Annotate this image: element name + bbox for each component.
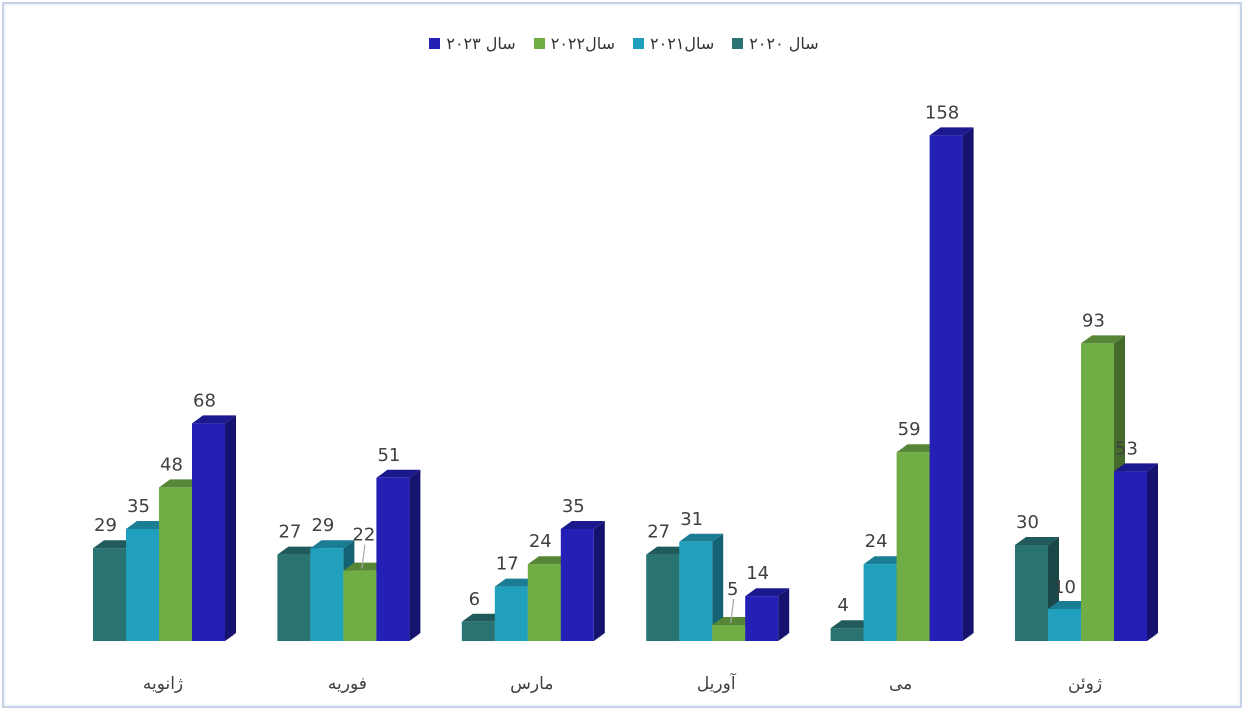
data-label: 31 bbox=[680, 509, 703, 530]
data-label: 53 bbox=[1115, 438, 1138, 459]
bar-front bbox=[1114, 471, 1147, 641]
bar-front bbox=[527, 564, 561, 641]
bar-front bbox=[896, 452, 930, 641]
bar-side bbox=[409, 469, 421, 641]
bar-0-3 bbox=[192, 415, 236, 641]
bar-front bbox=[1081, 343, 1114, 641]
category-label: ژوئن bbox=[1068, 674, 1102, 694]
bar-front bbox=[461, 621, 495, 641]
bar-front bbox=[679, 541, 713, 641]
data-label: 48 bbox=[160, 454, 183, 475]
bar-front bbox=[376, 477, 410, 641]
legend-label: سال۲۰۲۲ bbox=[550, 34, 615, 53]
category-label: می bbox=[889, 674, 912, 694]
legend-label: سال۲۰۲۱ bbox=[650, 34, 715, 53]
bar-front bbox=[1048, 609, 1081, 641]
bar-front bbox=[310, 548, 344, 641]
category-label: آوریل bbox=[697, 672, 737, 694]
legend-label: سال ۲۰۲۰ bbox=[749, 34, 819, 53]
legend-swatch bbox=[429, 38, 441, 49]
bar-5-3 bbox=[1114, 463, 1158, 641]
bar-1-3 bbox=[376, 469, 421, 641]
chart-legend: سال ۲۰۲۰ سال۲۰۲۱ سال۲۰۲۲ سال ۲۰۲۳ bbox=[0, 34, 1248, 53]
bar-4-3 bbox=[929, 127, 974, 641]
data-label: 4 bbox=[837, 595, 848, 616]
category-label: ژانویه bbox=[143, 674, 183, 694]
data-label: 14 bbox=[746, 563, 769, 584]
legend-item-2: سال۲۰۲۲ bbox=[533, 34, 615, 53]
bar-top bbox=[1081, 335, 1125, 344]
data-label: 5 bbox=[727, 579, 738, 600]
legend-swatch bbox=[533, 38, 545, 49]
data-label: 29 bbox=[94, 515, 117, 536]
bar-side bbox=[962, 127, 974, 641]
leader-line bbox=[361, 544, 366, 569]
bar-front bbox=[343, 570, 377, 641]
bar-front bbox=[494, 586, 528, 641]
bar-front bbox=[159, 487, 192, 641]
bar-top bbox=[1114, 463, 1158, 472]
bar-top bbox=[310, 540, 355, 549]
bar-side bbox=[712, 533, 724, 641]
data-label: 24 bbox=[865, 531, 888, 552]
bar-top bbox=[929, 127, 974, 136]
bar-front bbox=[277, 554, 311, 641]
bar-2-3 bbox=[560, 521, 605, 641]
bar-top bbox=[679, 533, 724, 542]
data-label: 6 bbox=[469, 589, 480, 610]
data-label: 158 bbox=[925, 102, 959, 123]
data-label: 68 bbox=[193, 390, 216, 411]
legend-swatch bbox=[633, 38, 644, 49]
legend-swatch bbox=[732, 38, 744, 49]
bar-front bbox=[830, 628, 864, 641]
bar-front bbox=[929, 135, 963, 641]
bar-front bbox=[646, 554, 680, 641]
bar-front bbox=[712, 625, 746, 641]
legend-item-0: سال ۲۰۲۰ bbox=[732, 34, 819, 53]
legend-label: سال ۲۰۲۳ bbox=[446, 34, 516, 53]
data-label: 35 bbox=[127, 496, 150, 517]
data-label: 10 bbox=[1053, 577, 1076, 598]
data-label: 59 bbox=[898, 419, 921, 440]
data-label: 35 bbox=[562, 496, 585, 517]
data-label: 17 bbox=[496, 554, 519, 575]
data-label: 93 bbox=[1082, 310, 1105, 331]
category-label: فوریه bbox=[328, 674, 367, 694]
leader-line bbox=[730, 598, 735, 624]
bar-top bbox=[745, 588, 790, 597]
bar-front bbox=[745, 596, 779, 641]
bar-side bbox=[225, 415, 236, 641]
bar-top bbox=[376, 469, 421, 478]
data-label: 27 bbox=[278, 522, 301, 543]
bar-3-1 bbox=[679, 533, 724, 641]
legend-item-3: سال ۲۰۲۳ bbox=[429, 34, 516, 53]
data-label: 22 bbox=[352, 525, 375, 546]
data-label: 51 bbox=[377, 445, 400, 466]
bar-side bbox=[593, 521, 605, 641]
legend-item-1: سال۲۰۲۱ bbox=[633, 34, 714, 53]
bar-side bbox=[1147, 463, 1158, 641]
bar-front bbox=[560, 529, 594, 641]
data-label: 30 bbox=[1016, 512, 1039, 533]
bar-3-3 bbox=[745, 588, 790, 641]
data-label: 24 bbox=[529, 531, 552, 552]
bar-top bbox=[192, 415, 236, 424]
bar-top bbox=[1015, 537, 1059, 545]
bar-front bbox=[863, 564, 897, 641]
bar-side bbox=[778, 588, 790, 641]
data-label: 27 bbox=[647, 522, 670, 543]
bar-top bbox=[560, 521, 605, 529]
bar-front bbox=[126, 529, 159, 641]
bar-front bbox=[192, 423, 225, 641]
category-label: مارس bbox=[510, 674, 553, 694]
bar-front bbox=[93, 548, 126, 641]
data-label: 29 bbox=[311, 515, 334, 536]
bar-front bbox=[1015, 545, 1048, 641]
